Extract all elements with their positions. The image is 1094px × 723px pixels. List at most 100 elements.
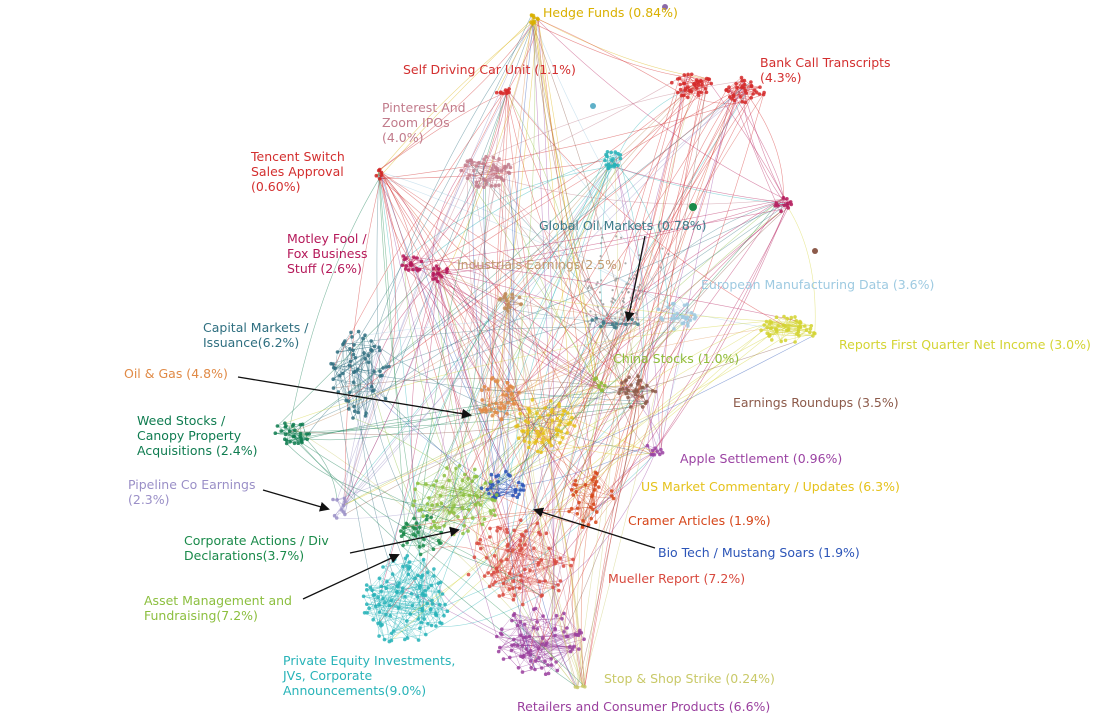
node xyxy=(762,323,766,327)
node xyxy=(423,588,428,593)
edge xyxy=(745,86,761,92)
node xyxy=(742,86,746,90)
edge xyxy=(495,168,507,498)
node xyxy=(352,370,356,375)
node xyxy=(494,493,499,497)
node xyxy=(342,496,347,501)
node xyxy=(606,166,611,170)
node xyxy=(641,385,645,390)
edge xyxy=(532,23,556,629)
node xyxy=(636,318,640,321)
annotation-arrows xyxy=(237,235,656,600)
node xyxy=(517,295,522,300)
node-cluster-small xyxy=(689,203,697,211)
edge xyxy=(511,197,784,395)
node xyxy=(593,488,597,492)
label-global-oil: Global Oil Markets (0.78%) xyxy=(539,218,707,233)
node xyxy=(557,588,561,593)
label-industrials: Industrials Earnings(2.5%) xyxy=(457,257,622,272)
edge xyxy=(379,578,441,623)
node xyxy=(415,595,420,599)
node xyxy=(447,511,452,515)
edge xyxy=(406,523,542,597)
node xyxy=(614,322,619,326)
node xyxy=(493,580,497,584)
node xyxy=(416,617,421,621)
node xyxy=(653,389,658,394)
node xyxy=(633,277,636,280)
node xyxy=(445,270,449,275)
node xyxy=(739,75,744,80)
node xyxy=(377,602,381,607)
node xyxy=(395,584,399,588)
node xyxy=(377,610,382,614)
node xyxy=(600,227,603,230)
node xyxy=(484,556,489,560)
node xyxy=(382,637,387,642)
node xyxy=(390,572,395,576)
node xyxy=(373,604,378,609)
node xyxy=(635,382,640,386)
edge xyxy=(614,166,788,204)
node xyxy=(624,322,628,327)
node xyxy=(490,413,495,418)
edge xyxy=(532,23,631,408)
node xyxy=(735,85,739,90)
node xyxy=(434,264,439,268)
edge xyxy=(524,561,557,570)
node xyxy=(749,83,754,88)
node xyxy=(611,297,614,300)
label-pipeline: Pipeline Co Earnings (2.3%) xyxy=(128,477,259,507)
edge xyxy=(408,92,509,271)
node xyxy=(622,305,625,308)
edge xyxy=(505,95,682,294)
edge xyxy=(371,386,434,550)
node xyxy=(764,319,769,324)
node xyxy=(519,302,523,306)
node xyxy=(494,174,499,179)
label-mueller: Mueller Report (7.2%) xyxy=(608,571,745,586)
node xyxy=(429,583,434,588)
node xyxy=(535,16,540,21)
node xyxy=(616,311,619,314)
node xyxy=(291,434,296,439)
node xyxy=(601,236,604,239)
node xyxy=(682,73,687,77)
node xyxy=(793,340,797,344)
node xyxy=(417,586,422,590)
node xyxy=(509,648,514,653)
edge xyxy=(332,364,377,607)
node xyxy=(595,471,599,476)
edge xyxy=(429,481,491,511)
node xyxy=(505,411,509,416)
node xyxy=(487,584,492,589)
edge xyxy=(421,582,441,609)
node xyxy=(595,283,598,286)
node xyxy=(481,161,486,166)
node xyxy=(484,410,488,414)
node xyxy=(586,523,591,527)
node xyxy=(477,541,481,546)
edge xyxy=(761,329,813,337)
node xyxy=(786,328,791,332)
edge xyxy=(376,170,381,377)
edge xyxy=(378,170,646,404)
node xyxy=(363,356,368,361)
label-hedge-funds: Hedge Funds (0.84%) xyxy=(543,5,678,20)
edge xyxy=(409,561,441,583)
edge xyxy=(509,545,520,590)
edge xyxy=(514,570,531,596)
node xyxy=(428,607,433,612)
edge xyxy=(442,486,483,525)
node xyxy=(440,621,444,626)
edge xyxy=(333,378,374,391)
node xyxy=(362,351,366,355)
node xyxy=(531,625,536,630)
node xyxy=(366,360,371,365)
node xyxy=(443,602,447,607)
node-cluster-small xyxy=(812,248,818,254)
node xyxy=(704,90,709,95)
node xyxy=(388,613,393,618)
edge xyxy=(485,166,496,185)
node xyxy=(493,183,498,188)
